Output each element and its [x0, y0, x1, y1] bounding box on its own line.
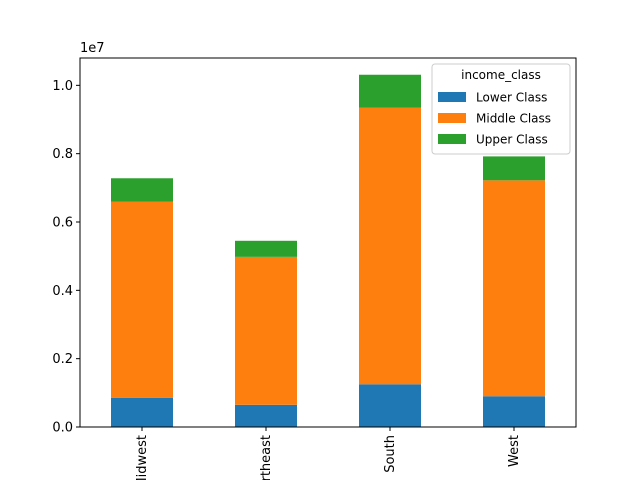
y-tick-label: 0.8 [52, 147, 73, 162]
y-tick-label: 0.6 [52, 216, 73, 231]
y-tick-label: 0.2 [52, 352, 73, 367]
y-axis: 0.0 0.2 0.4 0.6 0.8 1.0 [52, 79, 80, 436]
bar-midwest-middle-class [111, 201, 173, 398]
legend-label-lower-class: Lower Class [476, 91, 547, 105]
bars-layer [111, 74, 545, 427]
x-tick-label-south: South [383, 435, 398, 473]
legend-box [431, 63, 571, 155]
legend-swatch-upper-class [438, 134, 466, 144]
bar-midwest-upper-class [111, 178, 173, 202]
bar-northeast-upper-class [235, 240, 297, 257]
bar-west-lower-class [483, 396, 545, 427]
legend-label-upper-class: Upper Class [476, 133, 548, 147]
bar-south-middle-class [359, 107, 421, 385]
y-tick-label: 1.0 [52, 79, 73, 94]
plot-area-frame [79, 57, 577, 428]
x-tick-label-west: West [507, 435, 522, 467]
bar-west-upper-class [483, 156, 545, 181]
bar-northeast-lower-class [235, 404, 297, 427]
x-axis: Midwest Northeast South West [135, 427, 522, 480]
y-tick-label: 0.0 [52, 421, 73, 436]
bar-south-lower-class [359, 384, 421, 427]
bar-south-upper-class [359, 74, 421, 108]
bar-northeast-middle-class [235, 256, 297, 405]
y-axis-offset-label: 1e7 [80, 41, 105, 56]
legend-swatch-lower-class [438, 92, 466, 102]
legend-label-middle-class: Middle Class [476, 112, 551, 126]
legend-items: Lower Class Middle Class Upper Class [438, 91, 551, 147]
legend-swatch-middle-class [438, 113, 466, 123]
x-tick-label-northeast: Northeast [259, 435, 274, 480]
legend: income_class Lower Class Middle Class Uppe… [431, 63, 571, 155]
legend-title: income_class [461, 68, 541, 82]
x-tick-label-midwest: Midwest [135, 435, 150, 480]
bar-west-middle-class [483, 180, 545, 397]
y-tick-label: 0.4 [52, 284, 73, 299]
bar-midwest-lower-class [111, 397, 173, 427]
